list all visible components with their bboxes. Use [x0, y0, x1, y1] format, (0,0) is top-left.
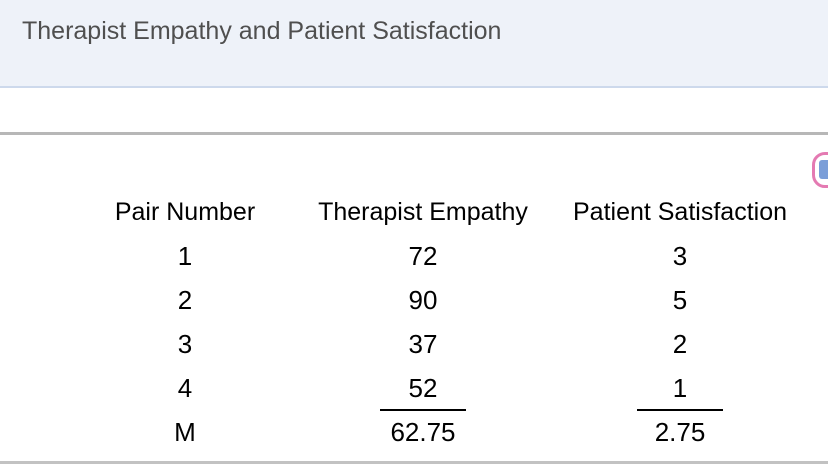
table-cell-satisfaction: 3	[672, 240, 688, 271]
annotation-badge-icon[interactable]	[812, 152, 828, 188]
table-cell-mean-empathy: 62.75	[390, 416, 456, 447]
column-header-pair-number: Pair Number	[114, 197, 256, 226]
table-cell-satisfaction: 2	[672, 328, 688, 359]
table-cell-pair: 2	[177, 284, 193, 315]
table-caption-title: Therapist Empathy and Patient Satisfacti…	[22, 17, 502, 45]
table-cell-satisfaction: 5	[672, 284, 688, 315]
table-cell-pair: 3	[177, 328, 193, 359]
table-cell-mean-satisfaction: 2.75	[654, 416, 706, 447]
table-cell-pair: 1	[177, 240, 193, 271]
table-caption-band: Therapist Empathy and Patient Satisfacti…	[0, 0, 828, 88]
table-cell-empathy: 90	[408, 284, 438, 315]
table-cell-mean-label: M	[174, 416, 196, 447]
annotation-badge-inner-icon	[819, 160, 828, 179]
bottom-divider-rule	[0, 461, 828, 464]
column-header-patient-satisfaction: Patient Satisfaction	[572, 197, 787, 226]
statistics-table: Pair Number Therapist Empathy Patient Sa…	[65, 190, 819, 454]
column-header-therapist-empathy: Therapist Empathy	[318, 197, 528, 226]
table-cell-satisfaction-ruled: 1	[541, 366, 819, 410]
top-divider-rule	[0, 132, 828, 135]
table-cell-empathy: 72	[408, 240, 438, 271]
table-cell-empathy-ruled: 52	[305, 366, 541, 410]
table-cell-pair: 4	[177, 372, 193, 403]
table-cell-empathy: 37	[408, 328, 438, 359]
